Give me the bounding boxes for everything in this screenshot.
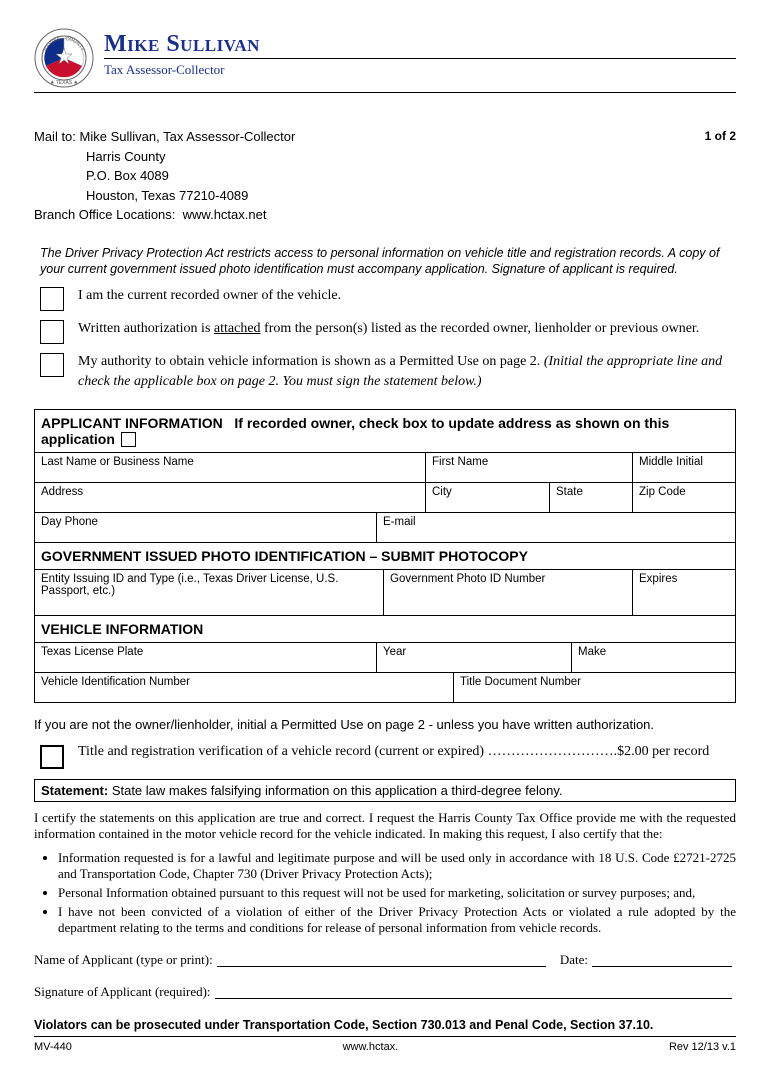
field-phone[interactable]: Day Phone [35, 513, 377, 542]
county-seal: HARRIS • COUNTY ★ TEXAS ★ [34, 28, 94, 88]
signature-input-line[interactable] [215, 984, 732, 999]
checkbox-owner[interactable] [40, 287, 64, 311]
field-first-name[interactable]: First Name [426, 453, 633, 482]
mail-line2: Harris County [86, 147, 736, 167]
field-middle-initial[interactable]: Middle Initial [633, 453, 735, 482]
footer-revision: Rev 12/13 v.1 [669, 1041, 736, 1053]
branch-label: Branch Office Locations: [34, 207, 175, 222]
field-city[interactable]: City [426, 483, 550, 512]
checkbox-row-permitted: My authority to obtain vehicle informati… [34, 352, 736, 391]
header-text-block: Mike Sullivan Tax Assessor-Collector [104, 28, 736, 78]
bullet-item: I have not been convicted of a violation… [58, 904, 736, 936]
branch-url: www.hctax.net [183, 207, 267, 222]
certify-text: I certify the statements on this applica… [34, 810, 736, 842]
mail-line3: P.O. Box 4089 [86, 166, 736, 186]
bullet-item: Information requested is for a lawful an… [58, 850, 736, 882]
page-header: HARRIS • COUNTY ★ TEXAS ★ Mike Sullivan … [34, 28, 736, 93]
violators-note: Violators can be prosecuted under Transp… [34, 1018, 736, 1032]
field-title-doc[interactable]: Title Document Number [454, 673, 735, 702]
field-zip[interactable]: Zip Code [633, 483, 735, 512]
field-address[interactable]: Address [35, 483, 426, 512]
field-email[interactable]: E-mail [377, 513, 735, 542]
document-page: HARRIS • COUNTY ★ TEXAS ★ Mike Sullivan … [0, 0, 770, 1073]
checkbox-auth[interactable] [40, 320, 64, 344]
footer-form-id: MV-440 [34, 1041, 72, 1053]
mail-prefix: Mail to: [34, 129, 76, 144]
checkbox-permitted[interactable] [40, 353, 64, 377]
checkbox-owner-label: I am the current recorded owner of the v… [78, 286, 341, 306]
mail-line1: Mike Sullivan, Tax Assessor-Collector [80, 129, 296, 144]
field-year[interactable]: Year [377, 643, 572, 672]
checkbox-permitted-label: My authority to obtain vehicle informati… [78, 352, 730, 391]
fee-text: Title and registration verification of a… [78, 744, 709, 760]
field-vin[interactable]: Vehicle Identification Number [35, 673, 454, 702]
name-input-line[interactable] [217, 952, 546, 967]
svg-text:★ TEXAS ★: ★ TEXAS ★ [50, 80, 79, 86]
statement-box: Statement: State law makes falsifying in… [34, 779, 736, 802]
page-number: 1 of 2 [705, 127, 736, 145]
field-state[interactable]: State [550, 483, 633, 512]
field-plate[interactable]: Texas License Plate [35, 643, 377, 672]
mail-line4: Houston, Texas 77210-4089 [86, 186, 736, 206]
footer-url: www.hctax. [343, 1041, 399, 1053]
field-make[interactable]: Make [572, 643, 735, 672]
field-id-expires[interactable]: Expires [633, 570, 735, 615]
date-input-line[interactable] [592, 952, 732, 967]
official-name: Mike Sullivan [104, 32, 736, 56]
not-owner-note: If you are not the owner/lienholder, ini… [34, 717, 736, 732]
official-title: Tax Assessor-Collector [104, 62, 736, 78]
privacy-note: The Driver Privacy Protection Act restri… [34, 245, 736, 279]
update-address-checkbox[interactable] [121, 432, 136, 447]
name-line: Name of Applicant (type or print): Date: [34, 952, 736, 968]
form-table: APPLICANT INFORMATION If recorded owner,… [34, 409, 736, 703]
checkbox-row-owner: I am the current recorded owner of the v… [34, 286, 736, 311]
certify-bullets: Information requested is for a lawful an… [34, 850, 736, 936]
fee-row: Title and registration verification of a… [34, 744, 736, 769]
checkbox-auth-label: Written authorization is attached from t… [78, 319, 699, 339]
vehicle-section-header: VEHICLE INFORMATION [35, 616, 735, 643]
applicant-section-header: APPLICANT INFORMATION If recorded owner,… [35, 410, 735, 453]
mail-to-block: 1 of 2 Mail to: Mike Sullivan, Tax Asses… [34, 127, 736, 225]
signature-line: Signature of Applicant (required): [34, 984, 736, 1000]
field-id-number[interactable]: Government Photo ID Number [384, 570, 633, 615]
field-last-name[interactable]: Last Name or Business Name [35, 453, 426, 482]
page-footer: MV-440 www.hctax. Rev 12/13 v.1 [34, 1036, 736, 1053]
checkbox-fee[interactable] [40, 745, 64, 769]
checkbox-row-auth: Written authorization is attached from t… [34, 319, 736, 344]
bullet-item: Personal Information obtained pursuant t… [58, 885, 736, 901]
field-id-entity[interactable]: Entity Issuing ID and Type (i.e., Texas … [35, 570, 384, 615]
govid-section-header: GOVERNMENT ISSUED PHOTO IDENTIFICATION –… [35, 543, 735, 570]
